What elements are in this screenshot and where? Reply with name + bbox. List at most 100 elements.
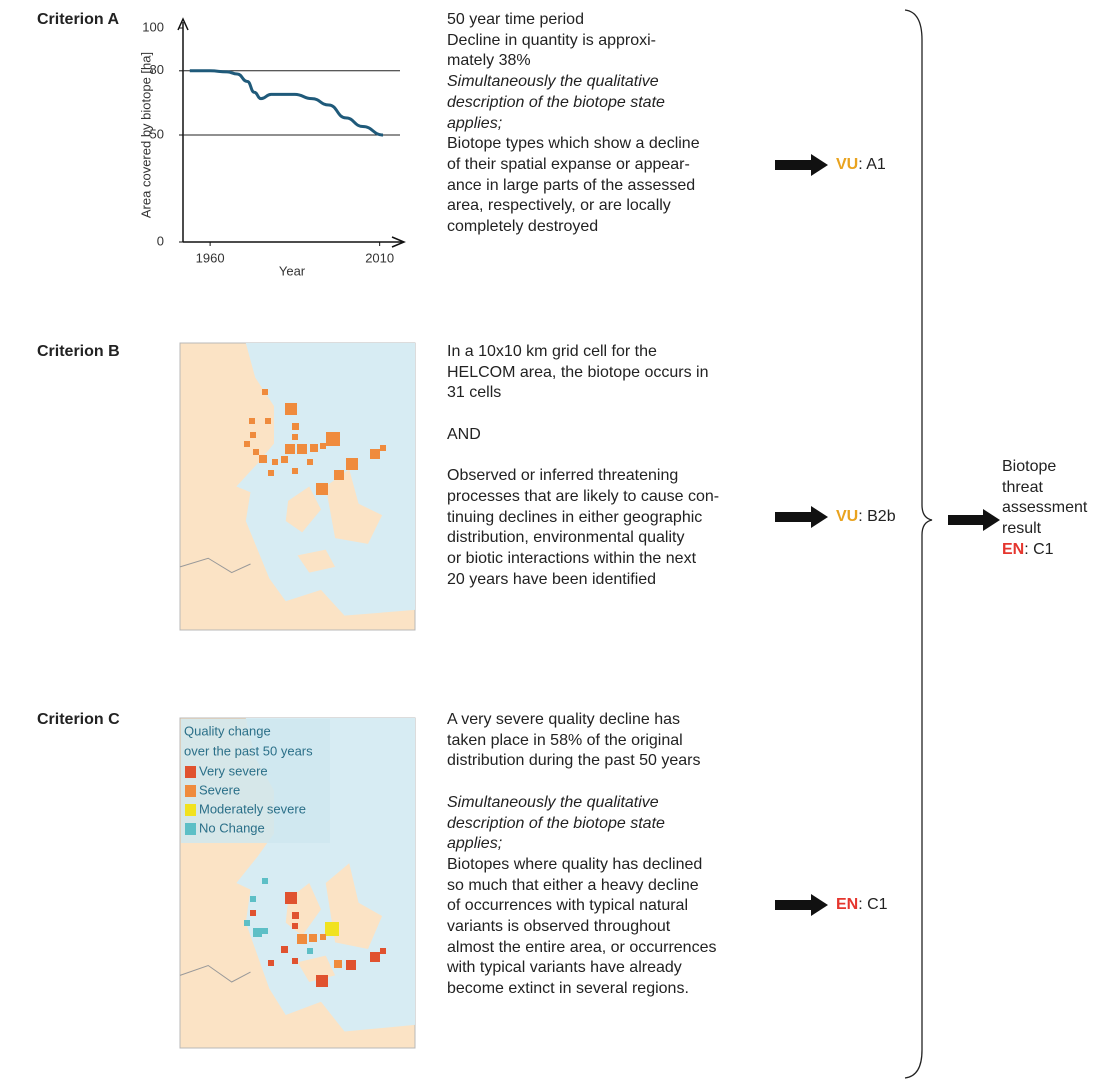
legend-label: Severe xyxy=(199,782,240,797)
criterion-text: description of the biotope state xyxy=(447,814,665,832)
y-tick-label: 50 xyxy=(150,126,164,141)
map-cell xyxy=(297,444,307,454)
maps xyxy=(179,342,416,1049)
final-code: : C1 xyxy=(1024,540,1054,558)
legend-box xyxy=(181,719,330,843)
map-cell xyxy=(370,952,380,962)
criterion-text: Simultaneously the qualitative xyxy=(447,793,659,811)
criterion-text: 31 cells xyxy=(447,384,502,402)
map-sea xyxy=(236,343,415,616)
criterion-label: Criterion B xyxy=(37,343,120,360)
criterion-text: Biotopes where quality has declined xyxy=(447,855,703,873)
criterion-text: In a 10x10 km grid cell for the xyxy=(447,343,657,360)
final-text: threat xyxy=(1002,478,1043,496)
map-cell xyxy=(285,892,297,904)
legend-swatch xyxy=(185,766,196,778)
result: VU: A1 xyxy=(836,155,886,176)
map-cell xyxy=(268,470,274,476)
map-cell xyxy=(309,934,317,942)
legend-swatch xyxy=(185,785,196,797)
criterion-text: distribution, environmental quality xyxy=(447,529,685,547)
map-island xyxy=(325,469,383,544)
criterion-text: AND xyxy=(447,425,481,443)
map-cell xyxy=(285,444,295,454)
criterion-text: distribution during the past 50 years xyxy=(447,752,701,770)
criterion-text: variants is observed throughout xyxy=(447,918,671,935)
arrow xyxy=(775,506,828,528)
y-axis-label: Area covered by biotope [ha] xyxy=(138,52,153,218)
arrow xyxy=(775,154,828,176)
map-cell xyxy=(250,432,256,438)
legend-swatch xyxy=(185,823,196,835)
criterion-text: area, respectively, or are locally xyxy=(447,197,671,215)
map-border xyxy=(179,964,251,983)
map-cell xyxy=(281,946,288,953)
criterion-text: A very severe quality decline has xyxy=(447,711,681,728)
map-cell xyxy=(292,434,298,440)
map-cell xyxy=(268,960,274,966)
x-axis-arrow xyxy=(391,236,406,248)
map-cell xyxy=(262,928,268,934)
map-cell xyxy=(272,459,278,465)
y-tick-label: 80 xyxy=(150,62,164,77)
criterion-text: mately 38% xyxy=(447,52,531,70)
criterion-label: Criterion A xyxy=(37,11,120,28)
legend-title: Quality change xyxy=(184,723,271,738)
arrow xyxy=(948,509,1000,531)
map-border xyxy=(179,557,251,574)
map-cell xyxy=(292,423,299,430)
map-cell xyxy=(334,960,342,968)
map-cell xyxy=(265,418,271,424)
legend-swatch xyxy=(185,804,196,816)
result-code: : A1 xyxy=(858,156,886,173)
final-text: result xyxy=(1002,520,1042,538)
map-cell xyxy=(370,449,380,459)
criterion-text: 50 year time period xyxy=(447,11,584,28)
map-cell xyxy=(334,470,344,480)
criterion-text: 20 years have been identified xyxy=(447,570,657,588)
criterion-text: or biotic interactions within the next xyxy=(447,550,697,567)
arrow xyxy=(775,894,828,916)
y-tick-label: 0 xyxy=(157,233,164,248)
criterion-text: with typical variants have already xyxy=(447,959,682,977)
map-cell xyxy=(320,443,326,449)
criterion-text: taken place in 58% of the original xyxy=(447,731,683,749)
map-cell xyxy=(346,960,356,970)
criterion-text: processes that are likely to cause con- xyxy=(447,487,720,505)
map-cell xyxy=(262,389,268,395)
criterion-text: HELCOM area, the biotope occurs in xyxy=(447,363,709,381)
result-category: VU xyxy=(836,156,859,173)
final-text: assessment xyxy=(1002,499,1088,517)
map-cell xyxy=(307,948,313,954)
map-cell xyxy=(253,928,262,937)
map-cell xyxy=(320,934,326,940)
map-cell xyxy=(316,483,328,495)
trend-line xyxy=(189,69,384,137)
map-cell xyxy=(326,432,340,446)
y-tick-label: 100 xyxy=(142,19,164,34)
map-island xyxy=(285,486,321,533)
criterion-text: Biotope types which show a decline xyxy=(447,135,700,153)
criterion-text: Observed or inferred threatening xyxy=(447,467,679,485)
criterion-text: become extinct in several regions. xyxy=(447,980,689,998)
legend-title: over the past 50 years xyxy=(184,743,313,758)
criterion-text: Decline in quantity is approxi- xyxy=(447,31,656,49)
criterion-text: of occurrences with typical natural xyxy=(447,897,688,915)
result-code: : C1 xyxy=(858,896,888,913)
map-cell xyxy=(292,958,298,964)
result-category: VU xyxy=(836,508,859,525)
x-tick-label: 2010 xyxy=(365,250,394,265)
map-cell xyxy=(249,418,255,424)
criterion-text: ance in large parts of the assessed xyxy=(447,176,696,194)
legend-label: Very severe xyxy=(199,763,268,778)
result: EN: C1 xyxy=(836,895,888,916)
criterion-text: Simultaneously the qualitative xyxy=(447,73,659,91)
y-axis-arrow xyxy=(177,17,189,31)
map-cell xyxy=(292,468,298,474)
criterion-text: tinuing declines in either geographic xyxy=(447,508,703,526)
criterion-text: applies; xyxy=(447,835,503,853)
legend-label: Moderately severe xyxy=(199,801,306,816)
criterion-text: so much that either a heavy decline xyxy=(447,876,699,894)
map-cell xyxy=(297,934,307,944)
